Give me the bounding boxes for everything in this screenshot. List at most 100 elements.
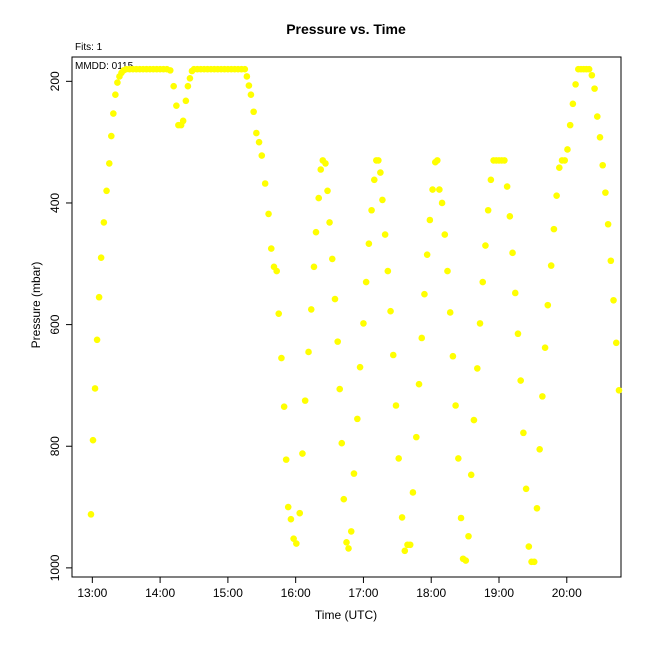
y-tick-label: 800	[48, 436, 62, 456]
data-point	[345, 545, 352, 552]
data-point	[282, 456, 290, 463]
data-point	[384, 267, 392, 275]
data-point	[436, 186, 443, 193]
data-point	[293, 540, 300, 547]
data-point	[97, 254, 105, 261]
data-point	[509, 249, 516, 257]
data-point	[108, 132, 115, 140]
data-point	[322, 160, 329, 167]
x-axis: 13:00 14:00 15:00 16:00 17:00 18:00 19:00 20:00	[77, 576, 582, 600]
data-point	[434, 157, 441, 164]
data-point	[610, 296, 617, 304]
data-point	[604, 220, 612, 228]
data-point	[470, 416, 478, 424]
data-point	[539, 393, 546, 400]
data-point	[588, 71, 596, 79]
data-point	[368, 206, 375, 214]
data-point	[301, 397, 309, 404]
data-point	[599, 161, 606, 169]
data-point	[444, 267, 451, 275]
data-point	[452, 402, 459, 409]
data-point	[379, 196, 386, 204]
data-point	[612, 339, 620, 347]
data-point	[421, 290, 428, 298]
data-point	[280, 403, 288, 411]
data-point	[173, 102, 180, 109]
data-point	[95, 293, 103, 301]
data-point	[186, 74, 194, 82]
data-point	[550, 225, 558, 233]
data-point	[503, 183, 511, 190]
data-point	[261, 180, 269, 187]
data-point	[166, 67, 174, 74]
data-point	[415, 380, 423, 388]
data-point	[401, 547, 409, 555]
data-point	[553, 192, 560, 199]
data-point	[299, 450, 306, 457]
data-point	[585, 65, 593, 73]
x-tick-label: 14:00	[145, 586, 175, 600]
data-point	[398, 514, 406, 521]
y-axis: 200 400 600 800 1000	[48, 71, 73, 581]
data-point	[377, 169, 384, 176]
data-point	[462, 557, 470, 564]
y-tick-label: 1000	[48, 554, 62, 581]
data-point	[250, 108, 257, 116]
data-point	[406, 541, 414, 549]
data-point	[93, 336, 101, 344]
data-point	[89, 436, 97, 444]
data-point	[449, 352, 457, 360]
data-point	[536, 445, 543, 453]
data-point	[556, 164, 563, 171]
data-point	[245, 82, 253, 89]
data-point	[253, 129, 260, 137]
data-point	[170, 82, 177, 90]
data-point	[438, 199, 446, 207]
data-point	[514, 330, 522, 338]
data-point	[501, 157, 508, 164]
data-point	[287, 515, 295, 523]
x-tick-label: 15:00	[213, 586, 243, 600]
x-tick-label: 19:00	[484, 586, 514, 600]
x-tick-label: 20:00	[552, 586, 582, 600]
data-point	[455, 455, 462, 462]
data-point	[356, 363, 364, 371]
data-point	[487, 176, 495, 184]
data-point	[474, 365, 481, 372]
data-point	[596, 133, 604, 141]
data-point	[544, 301, 552, 309]
data-point	[91, 385, 99, 392]
data-point	[305, 348, 312, 356]
data-point	[184, 82, 192, 90]
data-point	[484, 206, 492, 214]
data-point	[334, 338, 341, 345]
y-tick-label: 400	[48, 193, 62, 213]
data-point	[273, 267, 280, 275]
x-tick-label: 17:00	[348, 586, 378, 600]
data-point	[338, 439, 346, 447]
data-point	[607, 257, 615, 265]
data-point	[255, 138, 263, 146]
data-point	[265, 210, 272, 218]
data-point	[482, 242, 489, 249]
data-point	[375, 157, 382, 164]
data-point	[247, 91, 255, 99]
data-point	[310, 263, 318, 271]
data-point	[328, 255, 336, 263]
data-point	[347, 528, 355, 535]
data-point	[566, 121, 574, 129]
data-point	[243, 73, 251, 80]
data-point	[100, 219, 108, 226]
data-point	[520, 429, 527, 437]
data-point	[413, 433, 420, 441]
data-point	[530, 558, 538, 566]
data-point	[467, 471, 475, 479]
data-point	[87, 511, 95, 518]
data-point	[241, 65, 249, 73]
chart-title: Pressure vs. Time	[286, 21, 406, 37]
data-point	[389, 351, 397, 359]
data-point	[423, 251, 431, 258]
fits-label: Fits: 1	[75, 42, 103, 53]
data-point	[336, 385, 344, 393]
y-axis-label: Pressure (mbar)	[29, 262, 43, 349]
